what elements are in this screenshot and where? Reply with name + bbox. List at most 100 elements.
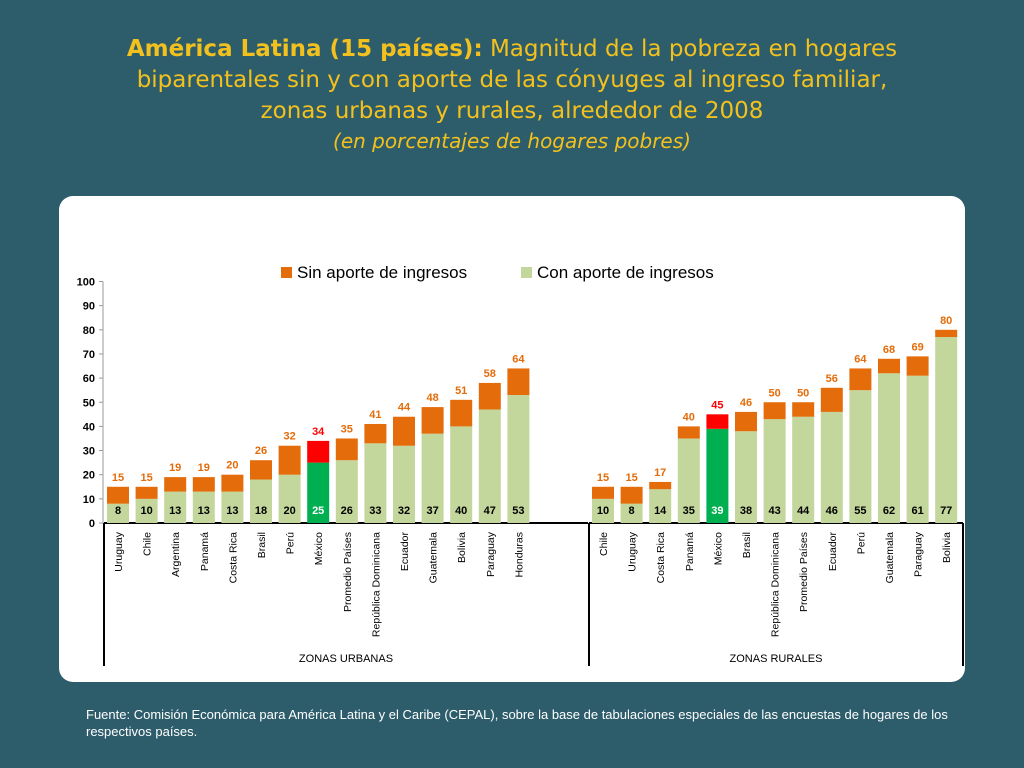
y-tick-label: 90 (83, 301, 95, 313)
data-label-con-aporte: 20 (283, 505, 295, 517)
x-category-label: Bolivia (456, 532, 468, 563)
bar-sin-aporte (592, 486, 614, 499)
legend-swatch-con-aporte (521, 267, 532, 278)
data-label-con-aporte: 37 (426, 505, 438, 517)
title-line-1: América Latina (15 países): Magnitud de … (40, 34, 984, 65)
data-label-con-aporte: 35 (683, 505, 695, 517)
y-tick-label: 10 (83, 494, 95, 506)
data-label-con-aporte: 8 (115, 505, 121, 517)
bar-sin-aporte (393, 416, 415, 446)
bar-sin-aporte (507, 368, 530, 396)
x-category-label: Chile (142, 532, 154, 556)
data-label-con-aporte: 13 (226, 505, 238, 517)
bar-con-aporte (278, 474, 301, 523)
source-note: Fuente: Comisión Económica para América … (86, 706, 956, 740)
x-category-label: Promedio Países (798, 532, 810, 612)
bar-sin-aporte (706, 414, 729, 429)
bar-sin-aporte (107, 486, 129, 504)
y-tick-label: 0 (89, 518, 95, 530)
data-label-total: 50 (797, 387, 809, 399)
data-label-total: 34 (312, 426, 325, 438)
bar-con-aporte (335, 460, 358, 523)
x-category-label: Chile (598, 532, 610, 556)
bar-sin-aporte (620, 486, 643, 504)
data-label-total: 19 (169, 462, 181, 474)
bar-sin-aporte (421, 407, 444, 434)
data-label-con-aporte: 61 (911, 505, 923, 517)
title-bold-part: América Latina (15 países): (126, 36, 483, 62)
data-label-con-aporte: 55 (854, 505, 866, 517)
data-label-con-aporte: 26 (341, 505, 353, 517)
title-line-2: biparentales sin y con aporte de las cón… (136, 67, 888, 93)
x-category-label: Uruguay (113, 531, 125, 571)
data-label-total: 35 (341, 423, 353, 435)
y-tick-label: 70 (83, 349, 95, 361)
data-label-total: 64 (854, 353, 867, 365)
data-label-total: 40 (683, 411, 695, 423)
bar-sin-aporte (192, 477, 215, 492)
x-category-label: República Dominicana (370, 532, 382, 637)
data-label-con-aporte: 10 (597, 505, 609, 517)
data-label-total: 50 (768, 387, 780, 399)
x-category-label: Perú (855, 532, 867, 554)
legend-label-sin-aporte: Sin aporte de ingresos (297, 263, 467, 282)
bar-con-aporte (849, 390, 872, 523)
bar-con-aporte (507, 395, 530, 523)
x-category-label: Honduras (513, 532, 525, 578)
data-label-total: 26 (255, 445, 267, 457)
bar-con-aporte (677, 438, 700, 523)
data-label-total: 80 (940, 315, 952, 327)
bar-con-aporte (935, 337, 958, 523)
bar-sin-aporte (906, 356, 929, 376)
x-category-label: Ecuador (827, 531, 839, 571)
data-label-con-aporte: 44 (797, 505, 810, 517)
bar-con-aporte (107, 503, 129, 523)
data-label-con-aporte: 43 (768, 505, 780, 517)
bar-sin-aporte (735, 411, 757, 432)
bar-sin-aporte (335, 438, 358, 461)
bar-sin-aporte (450, 399, 473, 427)
y-tick-label: 20 (83, 470, 95, 482)
data-label-con-aporte: 46 (826, 505, 838, 517)
data-label-total: 17 (654, 467, 666, 479)
group-label: ZONAS URBANAS (299, 653, 393, 665)
bar-sin-aporte (792, 402, 815, 417)
x-category-label: México (313, 532, 325, 565)
title-line-3: zonas urbanas y rurales, alrededor de 20… (260, 98, 764, 124)
data-label-con-aporte: 13 (198, 505, 210, 517)
bar-sin-aporte (278, 445, 301, 475)
y-tick-label: 100 (77, 277, 95, 289)
data-label-con-aporte: 33 (369, 505, 381, 517)
bar-sin-aporte (935, 329, 958, 338)
data-label-total: 20 (226, 460, 238, 472)
title-rest-part: Magnitud de la pobreza en hogares (482, 36, 898, 62)
data-label-total: 58 (484, 368, 496, 380)
bar-con-aporte (450, 426, 473, 523)
data-label-total: 56 (826, 373, 838, 385)
data-label-con-aporte: 40 (455, 505, 467, 517)
x-category-label: Costa Rica (227, 532, 239, 584)
bar-con-aporte (250, 479, 272, 523)
x-category-label: Brasil (741, 532, 753, 558)
bar-con-aporte (763, 419, 786, 523)
bar-sin-aporte (478, 382, 501, 410)
data-label-con-aporte: 47 (484, 505, 496, 517)
data-label-con-aporte: 13 (169, 505, 181, 517)
x-category-label: Costa Rica (655, 532, 667, 584)
x-category-label: República Dominicana (770, 532, 782, 637)
bar-con-aporte (706, 428, 729, 523)
data-label-total: 51 (455, 385, 467, 397)
bar-sin-aporte (250, 460, 272, 480)
data-label-total: 32 (283, 431, 295, 443)
bar-con-aporte (592, 498, 614, 523)
bar-sin-aporte (849, 368, 872, 391)
bar-chart: 0 10 20 30 40 50 60 70 80 90 100 Sin aporte de ingr… (77, 263, 964, 666)
data-label-total: 41 (369, 409, 381, 421)
group-label: ZONAS RURALES (730, 653, 823, 665)
x-category-label: Ecuador (399, 531, 411, 571)
bar-con-aporte (192, 491, 215, 523)
x-category-label: Paraguay (485, 531, 497, 577)
data-label-con-aporte: 25 (312, 505, 324, 517)
y-tick-label: 30 (83, 446, 95, 458)
x-category-label: Argentina (170, 532, 182, 577)
